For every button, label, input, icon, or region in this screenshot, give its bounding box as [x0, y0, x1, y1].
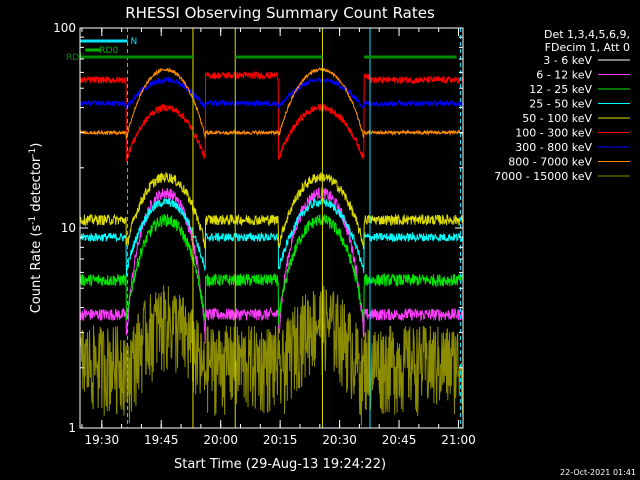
series-line-12-25: [79, 214, 464, 325]
legend-entry-label: 7000 - 15000 keV: [494, 170, 592, 183]
x-tick-label: 20:15: [263, 433, 298, 447]
flags-group: N RD0 RDF: [66, 37, 457, 63]
series-line-300-800: [79, 76, 464, 111]
legend-entry-label: 300 - 800 keV: [515, 141, 592, 154]
series-line-25-50: [79, 197, 464, 277]
y-tick-label: 100: [53, 21, 76, 35]
legend-header-line: Det 1,3,4,5,6,9,: [544, 28, 630, 41]
series-line-7000-15000: [79, 285, 464, 426]
x-tick-label: 19:30: [85, 433, 120, 447]
legend-entry-label: 50 - 100 keV: [522, 112, 592, 125]
legend-entry-label: 25 - 50 keV: [529, 98, 592, 111]
series-line-50-100: [79, 172, 464, 250]
y-axis-label-sup: -1: [28, 216, 38, 225]
flag-label-n: N: [131, 37, 138, 47]
y-axis-label: Count Rate (s-1 detector-1): [28, 143, 44, 314]
legend-entry-label: 800 - 7000 keV: [508, 156, 592, 169]
x-tick-label: 20:45: [382, 433, 417, 447]
x-tick-label: 20:00: [203, 433, 238, 447]
flag-label-rd0: RD0: [99, 46, 118, 56]
y-tick-label: 10: [61, 221, 76, 235]
y-tick-label: 1: [68, 421, 76, 435]
legend-entry-label: 12 - 25 keV: [529, 83, 592, 96]
legend-entry-label: 6 - 12 keV: [536, 69, 592, 82]
legend: Det 1,3,4,5,6,9,FDecim 1, Att 03 - 6 keV…: [494, 28, 630, 183]
series-line-100-300: [79, 70, 464, 162]
generated-timestamp: 22-Oct-2021 01:41: [560, 468, 636, 477]
series-line-800-7000: [79, 67, 464, 140]
series-group: [79, 67, 464, 426]
y-axis-label-close: ): [29, 143, 44, 148]
y-axis-label-tail: detector: [29, 156, 44, 216]
x-tick-label: 20:30: [322, 433, 357, 447]
legend-entry-label: 100 - 300 keV: [515, 127, 592, 140]
y-axis-label-sup2: -1: [28, 148, 38, 157]
flag-label-rdf: RDF: [66, 53, 84, 63]
x-tick-label: 21:00: [441, 433, 476, 447]
chart-title: RHESSI Observing Summary Count Rates: [125, 4, 435, 22]
axes-group: 1 10 100 19:30 19:45 20:00 20:15 20:30 20:45 21:0…: [53, 21, 476, 447]
x-tick-label: 19:45: [144, 433, 179, 447]
y-axis-label-head: Count Rate (s: [29, 225, 44, 314]
legend-entry-label: 3 - 6 keV: [543, 54, 592, 67]
x-axis-label: Start Time (29-Aug-13 19:24:22): [174, 457, 386, 472]
legend-header-line: FDecim 1, Att 0: [545, 41, 630, 54]
